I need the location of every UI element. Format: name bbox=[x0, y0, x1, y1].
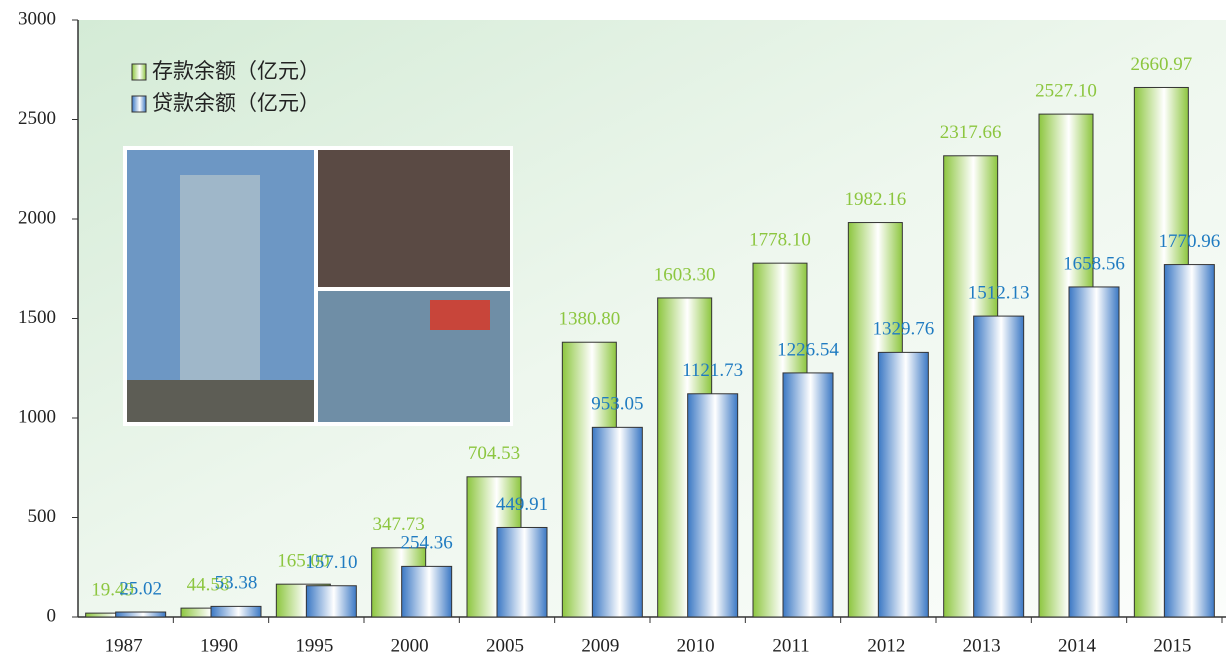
value-label: 1658.56 bbox=[1063, 253, 1125, 274]
value-label: 1982.16 bbox=[844, 189, 906, 210]
value-label: 1121.73 bbox=[682, 360, 743, 381]
bar bbox=[688, 394, 738, 617]
value-label: 157.10 bbox=[305, 552, 357, 573]
y-tick-label: 2000 bbox=[18, 207, 56, 228]
value-label: 53.38 bbox=[215, 573, 258, 594]
value-label: 1512.13 bbox=[968, 282, 1030, 303]
x-tick-label: 2000 bbox=[391, 635, 429, 656]
y-tick-label: 0 bbox=[47, 605, 57, 626]
bar bbox=[878, 352, 928, 617]
x-tick-label: 2014 bbox=[1058, 635, 1097, 656]
value-label: 254.36 bbox=[401, 533, 453, 554]
bar bbox=[592, 427, 642, 617]
x-tick-label: 2010 bbox=[677, 635, 715, 656]
x-tick-label: 2009 bbox=[581, 635, 619, 656]
legend-swatch bbox=[132, 96, 146, 112]
value-label: 1329.76 bbox=[872, 319, 934, 340]
bar bbox=[116, 612, 166, 617]
y-tick-label: 2500 bbox=[18, 108, 56, 129]
legend-swatch bbox=[132, 64, 146, 80]
value-label: 704.53 bbox=[468, 443, 520, 464]
y-tick-label: 1000 bbox=[18, 406, 56, 427]
value-label: 2527.10 bbox=[1035, 80, 1097, 101]
x-tick-label: 2011 bbox=[772, 635, 809, 656]
chart: 050010001500200025003000198719.4925.0219… bbox=[0, 0, 1228, 660]
bar bbox=[974, 316, 1024, 617]
bar bbox=[306, 586, 356, 617]
bar bbox=[783, 373, 833, 617]
value-label: 1603.30 bbox=[654, 264, 716, 285]
value-label: 2317.66 bbox=[940, 122, 1002, 143]
x-tick-label: 1995 bbox=[295, 635, 333, 656]
value-label: 1778.10 bbox=[749, 230, 811, 251]
legend-label: 贷款余额（亿元） bbox=[152, 91, 320, 115]
y-tick-label: 3000 bbox=[18, 8, 56, 29]
value-label: 1770.96 bbox=[1158, 231, 1220, 252]
x-tick-label: 2013 bbox=[963, 635, 1001, 656]
bar bbox=[1069, 287, 1119, 617]
photo-collage bbox=[123, 146, 513, 426]
value-label: 449.91 bbox=[496, 494, 548, 515]
value-label: 1226.54 bbox=[777, 339, 839, 360]
value-label: 1380.80 bbox=[558, 309, 620, 330]
value-label: 25.02 bbox=[119, 578, 162, 599]
x-tick-label: 2012 bbox=[867, 635, 905, 656]
x-tick-label: 1990 bbox=[200, 635, 238, 656]
x-tick-label: 2005 bbox=[486, 635, 524, 656]
bar bbox=[211, 606, 261, 617]
bar bbox=[497, 527, 547, 617]
bar bbox=[1164, 265, 1214, 617]
bar bbox=[402, 566, 452, 617]
value-label: 2660.97 bbox=[1130, 54, 1192, 75]
legend-label: 存款余额（亿元） bbox=[152, 59, 320, 83]
y-tick-label: 1500 bbox=[18, 307, 56, 328]
x-tick-label: 1987 bbox=[105, 635, 143, 656]
x-tick-label: 2015 bbox=[1153, 635, 1191, 656]
y-tick-label: 500 bbox=[28, 506, 57, 527]
value-label: 953.05 bbox=[591, 394, 643, 415]
